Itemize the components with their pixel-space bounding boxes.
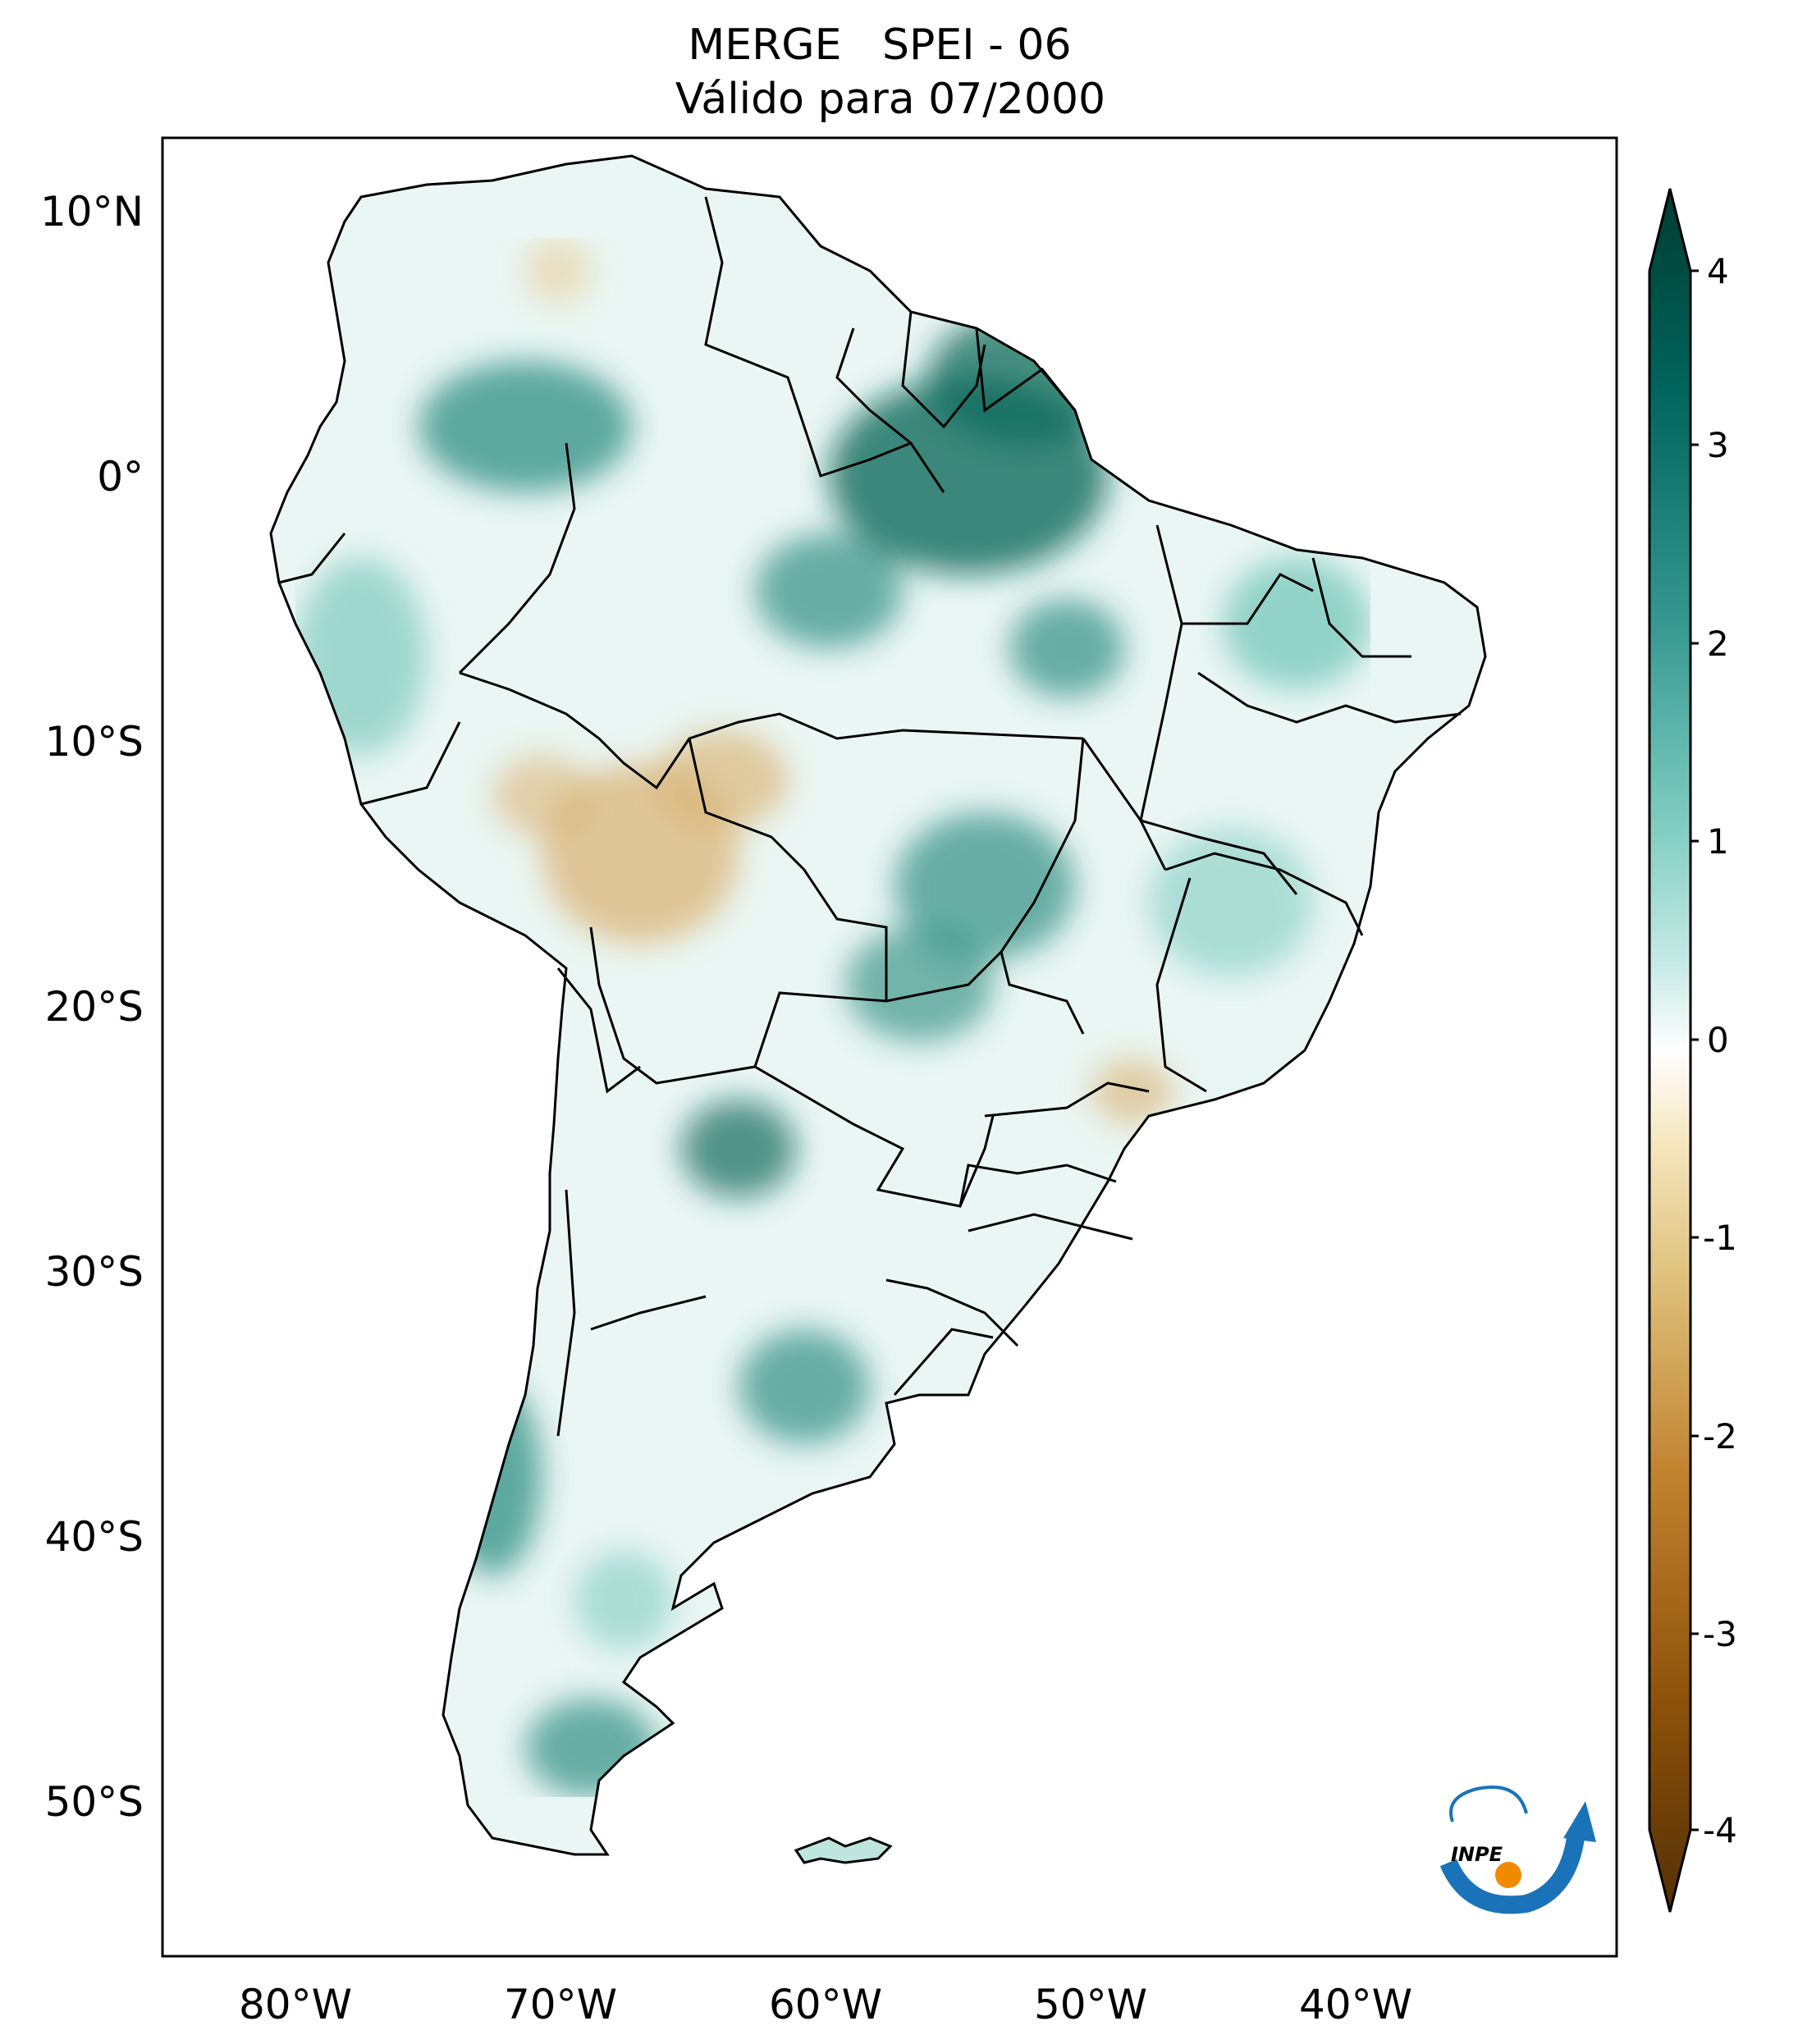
dry-anomaly-blob — [1091, 1059, 1174, 1124]
lon-label: 50°W — [1034, 1981, 1147, 2028]
colorbar-ticks — [1690, 269, 1699, 1831]
wet-anomaly-blob — [1009, 599, 1124, 697]
lat-label: 30°S — [45, 1248, 144, 1296]
inpe-logo-text: INPE — [1451, 1843, 1503, 1866]
political-boundaries — [278, 196, 1462, 1437]
wet-anomaly-blob — [845, 927, 993, 1042]
colorbar: 4 3 2 1 0 -1 -2 -3 -4 — [1648, 188, 1737, 1913]
lat-label: 0° — [97, 453, 144, 501]
lat-label: 50°S — [45, 1778, 144, 1826]
map-title-line2: Válido para 07/2000 — [675, 75, 1105, 124]
wet-anomaly-blob — [894, 812, 1075, 960]
wet-anomaly-blob — [681, 1100, 796, 1198]
wet-anomaly-blob — [574, 1551, 673, 1649]
colorbar-tick-label: -4 — [1703, 1810, 1737, 1850]
lat-label: 10°S — [45, 718, 144, 766]
map-title-line1: MERGE SPEI - 06 — [688, 21, 1071, 70]
colorbar-tick-label: -2 — [1703, 1416, 1737, 1456]
colorbar-tick-label: 1 — [1707, 821, 1729, 862]
wet-anomaly-blob — [755, 533, 903, 648]
wet-anomaly-blob — [739, 1329, 870, 1444]
wet-anomaly-blob — [419, 361, 632, 492]
colorbar-tick-label: 0 — [1707, 1020, 1729, 1060]
dry-anomaly-blob — [525, 238, 591, 304]
lat-label: 10°N — [40, 188, 144, 235]
latitude-labels: 10°N 0° 10°S 20°S 30°S 40°S 50°S — [40, 188, 144, 1826]
colorbar-tick-label: 4 — [1707, 251, 1729, 291]
colorbar-tick-label: -1 — [1703, 1218, 1737, 1258]
lon-label: 80°W — [239, 1981, 352, 2028]
wet-anomaly-blob — [1223, 558, 1370, 689]
longitude-labels: 80°W 70°W 60°W 50°W 40°W — [239, 1981, 1412, 2028]
dry-anomaly-blob — [657, 730, 788, 829]
colorbar-tick-label: 2 — [1707, 624, 1729, 664]
dry-anomaly-blob — [492, 755, 591, 837]
lat-label: 40°S — [45, 1513, 144, 1561]
colorbar-tick-label: 3 — [1707, 425, 1729, 465]
lon-label: 60°W — [769, 1981, 882, 2028]
lon-label: 40°W — [1299, 1981, 1412, 2028]
colorbar-bar — [1648, 188, 1692, 1913]
lon-label: 70°W — [504, 1981, 617, 2028]
inpe-logo: INPE — [1439, 1786, 1596, 1914]
colorbar-tick-label: -3 — [1703, 1614, 1737, 1654]
lat-label: 20°S — [45, 983, 144, 1031]
falkland-islands — [794, 1836, 893, 1864]
wet-anomaly-blob — [1149, 829, 1313, 976]
